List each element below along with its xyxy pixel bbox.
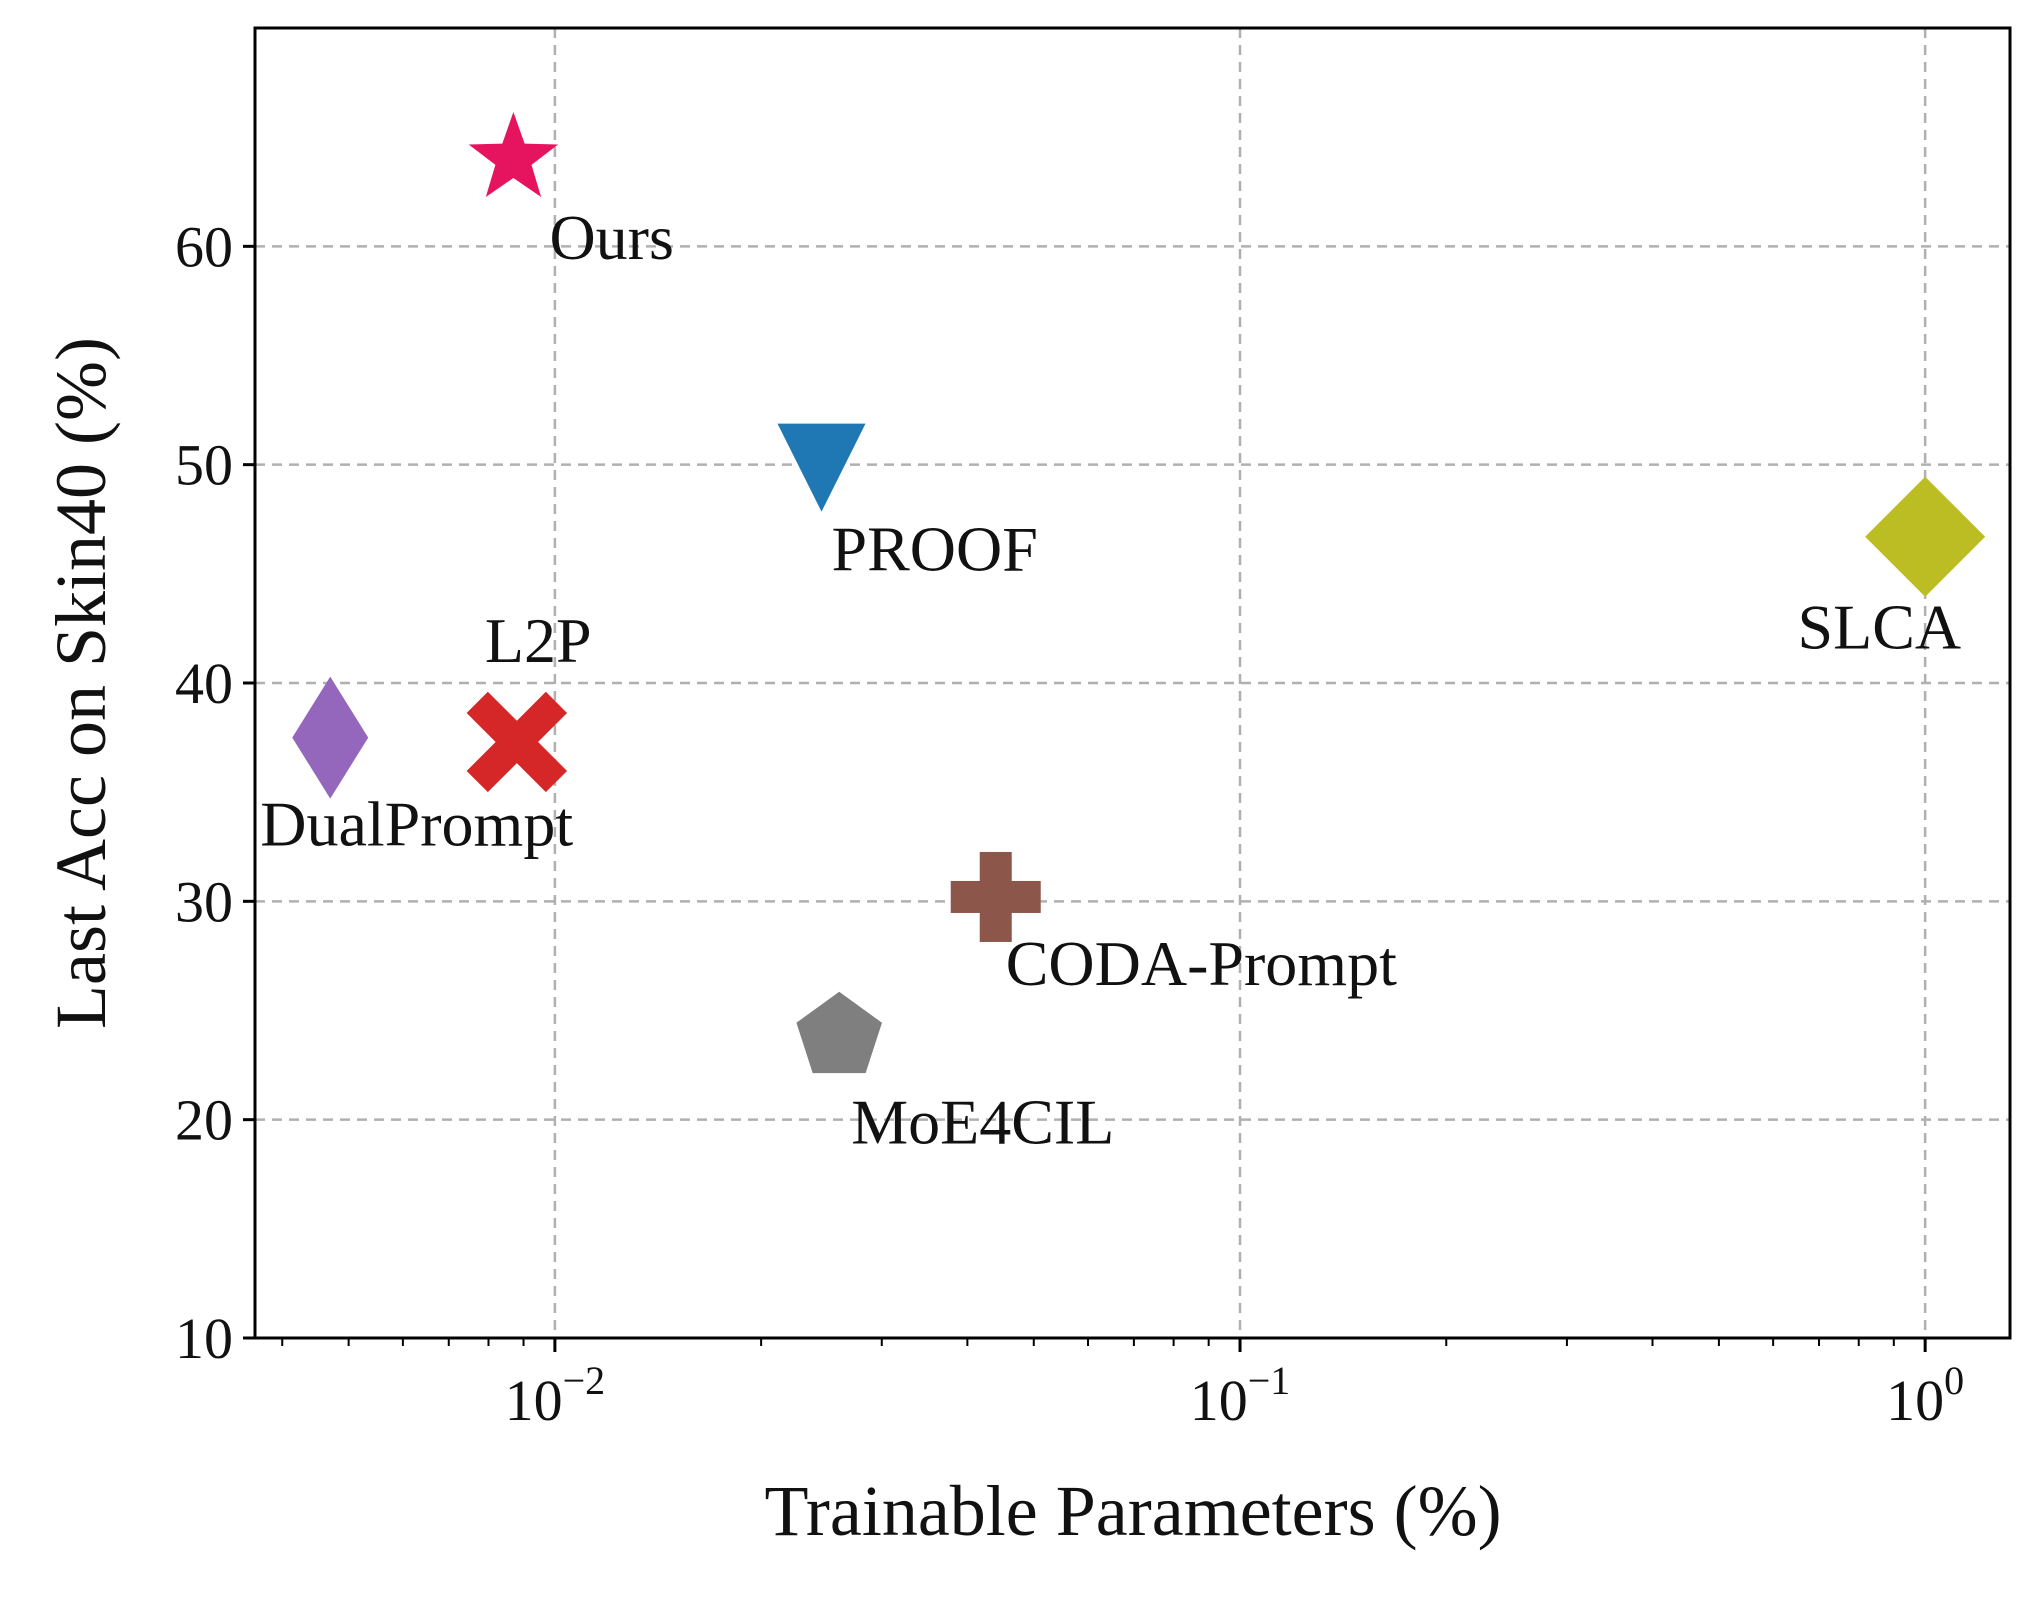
marker-l2p: [466, 691, 568, 793]
marker-slca: [1865, 476, 1986, 597]
x-tick-label-2: 100: [1886, 1358, 1964, 1433]
marker-ours: [468, 112, 559, 197]
y-tick-label-30: 30: [175, 869, 233, 934]
point-label-slca: SLCA: [1798, 592, 1962, 663]
x-axis-title: Trainable Parameters (%): [764, 1471, 1501, 1551]
point-label-coda-prompt: CODA-Prompt: [1006, 928, 1397, 999]
marker-dualprompt: [292, 676, 369, 799]
marker-coda-prompt: [950, 851, 1041, 942]
point-label-ours: Ours: [549, 202, 673, 273]
marker-moe4cil: [796, 991, 882, 1074]
y-axis-title: Last Acc on Skin40 (%): [41, 337, 121, 1029]
y-tick-label-10: 10: [175, 1306, 233, 1371]
data-points: [292, 112, 1986, 1074]
x-tick-label-0: 10−2: [505, 1358, 606, 1433]
point-labels: Ours PROOF SLCA L2P DualPrompt CODA-Prompt MoE…: [260, 202, 1961, 1158]
point-label-l2p: L2P: [485, 605, 592, 676]
point-label-dualprompt: DualPrompt: [260, 789, 573, 860]
y-tick-label-50: 50: [175, 433, 233, 498]
y-tick-label-20: 20: [175, 1088, 233, 1153]
x-tick-label-1: 10−1: [1190, 1358, 1291, 1433]
marker-proof: [777, 423, 866, 512]
marker-coda-prompt-hbar: [950, 880, 1041, 913]
axis-ticks: 10 20 30 40 50 60 10−2 10−1 100: [175, 214, 1964, 1433]
marker-l2p-stroke-b: [466, 691, 568, 793]
y-tick-label-60: 60: [175, 214, 233, 279]
point-label-proof: PROOF: [832, 514, 1038, 585]
point-label-moe4cil: MoE4CIL: [851, 1087, 1114, 1158]
grid-lines: [255, 28, 2010, 1338]
y-tick-label-40: 40: [175, 651, 233, 716]
